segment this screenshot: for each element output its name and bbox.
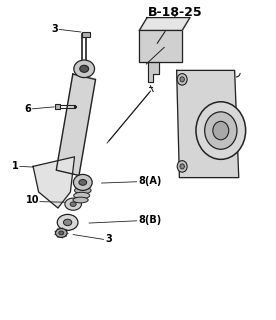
- Ellipse shape: [70, 202, 76, 206]
- FancyBboxPatch shape: [82, 32, 90, 37]
- Ellipse shape: [59, 231, 64, 235]
- Circle shape: [205, 112, 237, 149]
- Polygon shape: [148, 62, 159, 82]
- FancyBboxPatch shape: [55, 104, 60, 109]
- Polygon shape: [177, 70, 239, 178]
- Circle shape: [180, 164, 184, 169]
- Ellipse shape: [80, 65, 89, 72]
- Circle shape: [196, 102, 246, 159]
- Text: 10: 10: [26, 195, 40, 205]
- Ellipse shape: [55, 228, 67, 237]
- Ellipse shape: [74, 192, 90, 199]
- Ellipse shape: [74, 60, 94, 78]
- Text: 6: 6: [24, 104, 31, 114]
- Circle shape: [213, 121, 229, 140]
- Ellipse shape: [73, 197, 88, 203]
- Ellipse shape: [75, 187, 91, 194]
- Polygon shape: [33, 157, 75, 208]
- Text: 3: 3: [105, 234, 112, 244]
- Polygon shape: [56, 74, 95, 175]
- Text: 1: 1: [12, 161, 18, 172]
- Text: 8(A): 8(A): [138, 176, 161, 186]
- Ellipse shape: [63, 219, 72, 226]
- Ellipse shape: [65, 198, 81, 210]
- Text: 3: 3: [52, 24, 59, 34]
- Circle shape: [180, 77, 184, 82]
- Circle shape: [177, 74, 187, 85]
- Ellipse shape: [79, 180, 87, 185]
- Text: B-18-25: B-18-25: [148, 6, 203, 19]
- Polygon shape: [139, 18, 190, 30]
- Text: 8(B): 8(B): [138, 215, 161, 225]
- Circle shape: [177, 161, 187, 172]
- Ellipse shape: [57, 214, 78, 230]
- Polygon shape: [139, 30, 182, 62]
- Ellipse shape: [73, 174, 92, 190]
